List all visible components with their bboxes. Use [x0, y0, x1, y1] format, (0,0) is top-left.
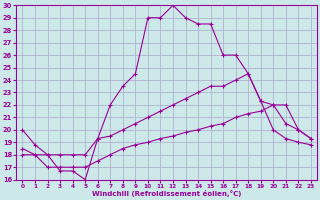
X-axis label: Windchill (Refroidissement éolien,°C): Windchill (Refroidissement éolien,°C): [92, 190, 241, 197]
